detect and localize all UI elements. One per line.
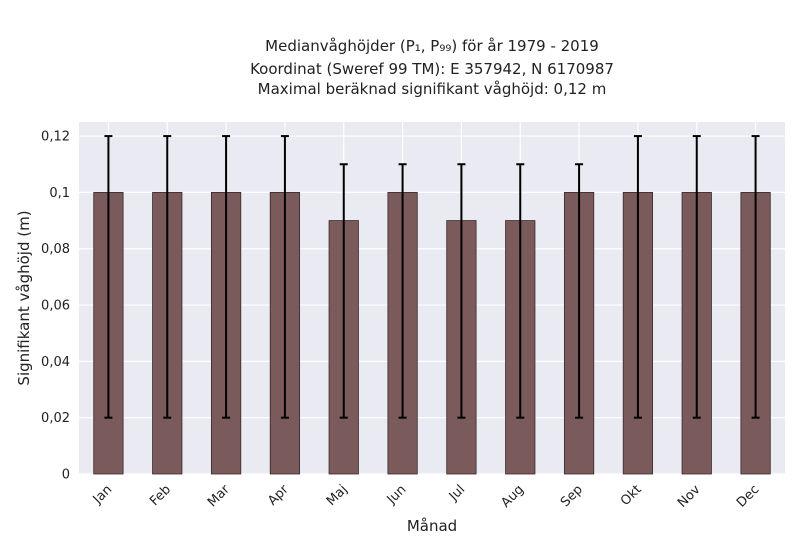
y-tick-label: 0,02 [41,411,70,426]
x-tick-label-jun: Jun [384,482,410,508]
y-tick-label: 0,1 [49,186,70,201]
x-tick-label-jul: Jul [446,482,468,504]
error-bar-jan [104,135,113,419]
error-bar-jul [457,163,466,419]
error-bar-apr [280,135,289,419]
title-line-1: Medianvåghöjder (P₁, P₉₉) för år 1979 - … [265,37,599,55]
error-bar-jun [398,163,407,419]
x-tick-labels: Jan Feb Mar Apr Maj Jun Jul Aug Sep Okt Nov Dec [90,482,763,511]
y-tick-label: 0,06 [41,299,70,314]
error-bar-maj [339,163,348,419]
error-bars [104,135,760,419]
error-bar-feb [163,135,172,419]
title-line-2: Koordinat (Sweref 99 TM): E 357942, N 61… [250,60,614,78]
y-tick-label: 0,08 [41,242,70,257]
plot-area [79,122,785,474]
x-tick-label-okt: Okt [618,482,645,509]
x-tick-label-aug: Aug [499,482,528,511]
y-tick-labels: 0 0,02 0,04 0,06 0,08 0,1 0,12 [41,130,70,483]
error-bar-dec [751,135,760,419]
x-tick-label-mar: Mar [205,482,233,510]
title-line-3: Maximal beräknad signifikant våghöjd: 0,… [258,80,607,98]
x-tick-label-maj: Maj [324,482,351,509]
y-tick-label: 0,04 [41,355,70,370]
y-tick-label: 0 [62,468,70,483]
x-tick-label-dec: Dec [734,482,762,510]
error-bar-sep [575,163,584,419]
x-tick-label-sep: Sep [558,482,586,510]
error-bar-aug [516,163,525,419]
error-bar-nov [692,135,701,419]
x-tick-label-nov: Nov [675,482,704,511]
y-axis-label: Signifikant våghöjd (m) [15,210,33,385]
error-bar-okt [633,135,642,419]
x-tick-label-apr: Apr [265,482,292,509]
error-bar-mar [222,135,231,419]
y-tick-label: 0,12 [41,130,70,145]
chart-title: Medianvåghöjder (P₁, P₉₉) för år 1979 - … [250,37,614,98]
x-tick-label-feb: Feb [147,482,174,509]
x-tick-label-jan: Jan [90,482,115,507]
x-axis-label: Månad [407,517,457,535]
